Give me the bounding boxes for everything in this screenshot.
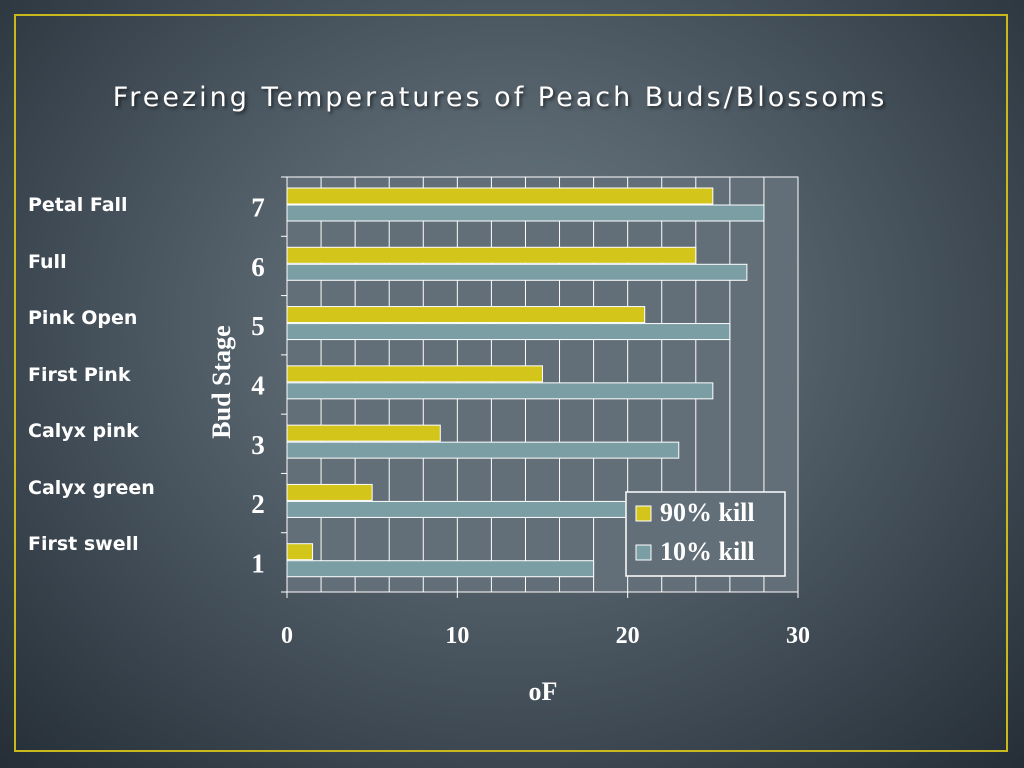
bar-10-kill (286, 441, 680, 459)
bar-90-kill (286, 483, 373, 501)
bar-90-kill (286, 424, 441, 442)
bar-10-kill (286, 263, 748, 281)
y-tick-label: 7 (251, 193, 265, 223)
legend-swatch-10-kill (635, 544, 652, 561)
stage-name: Pink Open (28, 307, 138, 329)
bar-10-kill (286, 500, 646, 518)
bar-10-kill (286, 204, 765, 222)
y-tick-label: 3 (251, 430, 265, 460)
slide-title: Freezing Temperatures of Peach Buds/Blos… (112, 82, 888, 113)
y-tick-label: 2 (251, 489, 265, 519)
stage-name-list: Petal Fall Full Pink Open First Pink Cal… (28, 188, 155, 584)
bar-10-kill (286, 560, 595, 578)
stage-name: First Pink (28, 363, 131, 386)
y-tick-label: 6 (251, 252, 265, 282)
stage-name: Calyx green (28, 476, 155, 499)
bar-10-kill (286, 382, 714, 400)
stage-name: Calyx pink (28, 420, 139, 442)
stage-name: Petal Fall (28, 194, 128, 216)
bar-90-kill (286, 365, 543, 383)
y-tick-label: 4 (251, 371, 265, 401)
bar-90-kill (286, 543, 314, 561)
x-tick-label: 0 (281, 623, 293, 649)
legend-swatch-90-kill (635, 505, 652, 522)
x-tick-label: 10 (445, 623, 469, 649)
legend-label: 90% kill (660, 498, 755, 527)
stage-name: Full (28, 250, 67, 273)
bar-90-kill (286, 187, 714, 205)
bar-90-kill (286, 306, 646, 324)
bar-90-kill (286, 246, 697, 264)
y-tick-label: 1 (251, 548, 265, 578)
slide-border (14, 14, 1008, 752)
stage-name: First swell (28, 533, 139, 555)
legend-label: 10% kill (660, 537, 755, 566)
bar-10-kill (286, 323, 731, 341)
x-tick-label: 30 (786, 623, 810, 649)
x-tick-label: 20 (616, 623, 640, 649)
y-axis-label: Bud Stage (207, 325, 236, 438)
y-tick-label: 5 (251, 311, 265, 341)
legend (625, 491, 786, 577)
x-axis-label: oF (529, 677, 558, 706)
